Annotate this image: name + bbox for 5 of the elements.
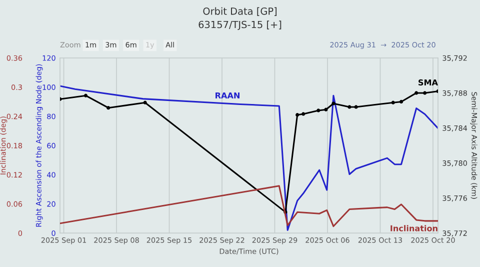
chart-title: Orbit Data [GP] <box>203 7 277 16</box>
chart-subtitle: 63157/TJS-15 [+] <box>198 20 282 30</box>
series-label: SMA <box>418 79 438 86</box>
series-label: Inclination <box>390 225 438 232</box>
series-label: RAAN <box>216 92 240 98</box>
